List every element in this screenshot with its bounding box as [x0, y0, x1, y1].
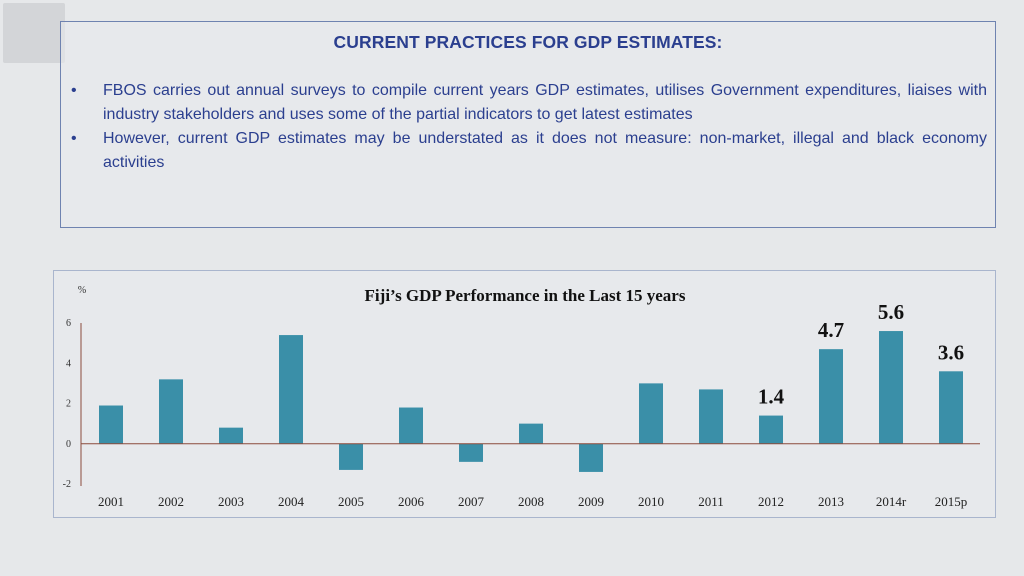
- bar-2002: [159, 379, 183, 444]
- bar-2006: [399, 407, 423, 444]
- bullet-item: • However, current GDP estimates may be …: [61, 127, 997, 174]
- bar-2005: [339, 443, 363, 470]
- x-tick-label: 2003: [218, 494, 244, 509]
- chart-title: Fiji’s GDP Performance in the Last 15 ye…: [365, 286, 686, 305]
- bar-2011: [699, 389, 723, 444]
- x-tick-label: 2008: [518, 494, 544, 509]
- bar-2009: [579, 443, 603, 472]
- y-axis-label: %: [78, 285, 86, 296]
- bullet-text: FBOS carries out annual surveys to compi…: [103, 82, 987, 123]
- bullet-list: • FBOS carries out annual surveys to com…: [61, 79, 997, 175]
- x-tick-label: 2002: [158, 494, 184, 509]
- y-tick-label: 2: [66, 399, 71, 410]
- data-label: 3.6: [938, 340, 964, 364]
- x-tick-label: 2011: [698, 494, 724, 509]
- x-tick-label: 2004: [278, 494, 305, 509]
- bullet-dot-icon: •: [71, 130, 77, 147]
- bullet-item: • FBOS carries out annual surveys to com…: [61, 79, 997, 126]
- corner-logo: [3, 3, 65, 63]
- bar-2007: [459, 443, 483, 462]
- bar-2010: [639, 383, 663, 444]
- y-tick-label: 4: [66, 358, 71, 369]
- data-label: 5.6: [878, 300, 904, 324]
- bar-2013: [819, 349, 843, 444]
- bar-2001: [99, 405, 123, 444]
- y-tick-label: 0: [66, 439, 71, 450]
- x-tick-label: 2005: [338, 494, 364, 509]
- x-tick-label: 2007: [458, 494, 485, 509]
- bullet-text: However, current GDP estimates may be un…: [103, 130, 987, 171]
- x-tick-label: 2001: [98, 494, 124, 509]
- x-tick-label: 2013: [818, 494, 844, 509]
- y-tick-label: -2: [63, 479, 71, 490]
- x-tick-label: 2014r: [876, 494, 907, 509]
- bar-2012: [759, 415, 783, 444]
- bar-2008: [519, 423, 543, 444]
- gdp-bar-chart: Fiji’s GDP Performance in the Last 15 ye…: [63, 285, 980, 509]
- bar-2003: [219, 427, 243, 444]
- bar-2004: [279, 335, 303, 444]
- x-tick-label: 2006: [398, 494, 425, 509]
- x-tick-label: 2010: [638, 494, 664, 509]
- x-tick-label: 2012: [758, 494, 784, 509]
- x-tick-label: 2009: [578, 494, 604, 509]
- bar-2014r: [879, 331, 903, 444]
- bullet-dot-icon: •: [71, 82, 77, 99]
- bar-2015p: [939, 371, 963, 444]
- panel-title: CURRENT PRACTICES FOR GDP ESTIMATES:: [333, 32, 723, 52]
- chart-panel: Fiji’s GDP Performance in the Last 15 ye…: [53, 270, 996, 518]
- y-tick-label: 6: [66, 318, 71, 329]
- practices-panel: CURRENT PRACTICES FOR GDP ESTIMATES: • F…: [60, 21, 996, 228]
- data-label: 4.7: [818, 318, 844, 342]
- data-label: 1.4: [758, 385, 785, 409]
- x-tick-label: 2015p: [935, 494, 968, 509]
